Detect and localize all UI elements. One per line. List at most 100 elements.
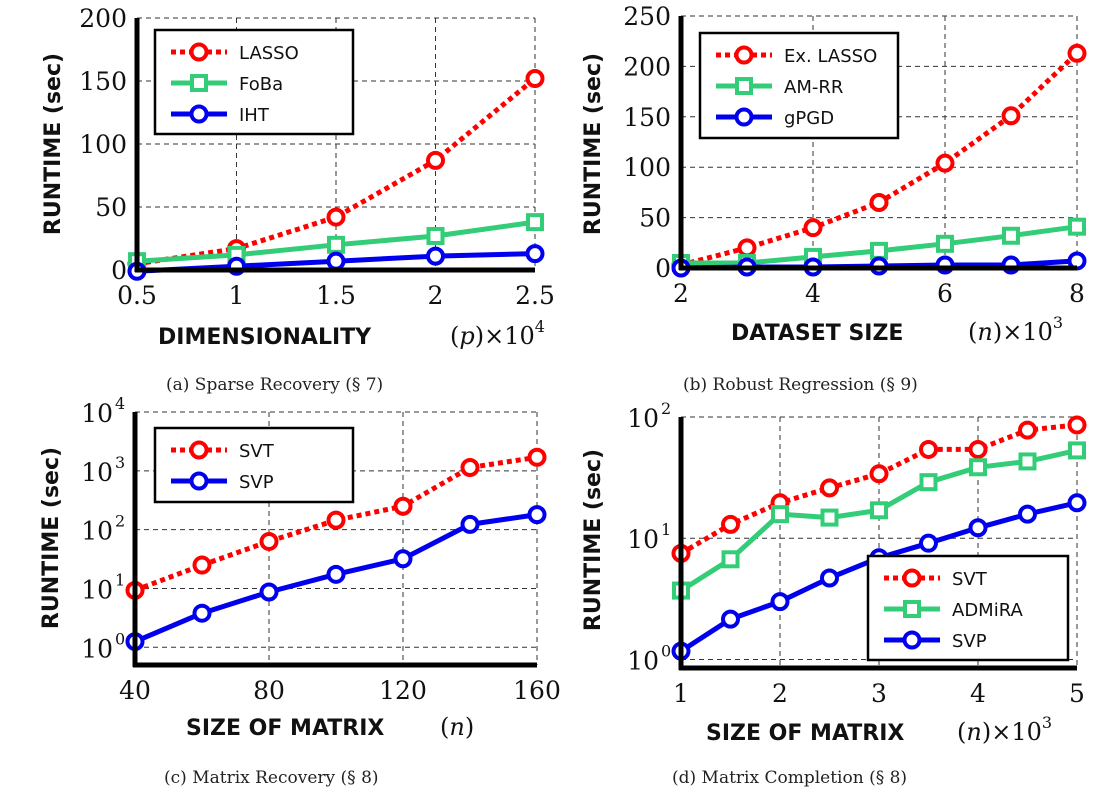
x-axis-math-paren: (	[957, 718, 966, 746]
legend-item: SVP	[884, 630, 987, 652]
legend-square-marker	[903, 600, 921, 618]
x-axis-math-multiplier: )×10	[982, 718, 1042, 746]
y-tick-label: 0	[111, 256, 127, 285]
data-point-square	[771, 505, 789, 524]
series-svt	[671, 415, 1087, 563]
y-tick-label: 10	[627, 404, 659, 433]
legend-circle-marker	[734, 107, 754, 127]
axes	[132, 412, 537, 668]
y-tick-label: 0	[655, 254, 671, 283]
x-axis-label: DIMENSIONALITY	[158, 325, 372, 350]
y-tick-label: 10	[81, 634, 113, 663]
data-point-square	[820, 508, 839, 527]
series-layer	[671, 415, 1087, 661]
data-point-circle	[527, 447, 547, 467]
legend-item: ADMiRA	[884, 600, 1023, 621]
legend-label: AM-RR	[784, 77, 843, 98]
data-point-square	[969, 458, 987, 477]
legend-square-marker	[735, 77, 753, 95]
legend-label: gPGD	[784, 108, 834, 129]
y-tick-label: 150	[79, 67, 127, 96]
legend-item: gPGD	[716, 107, 834, 129]
y-tick-label: 200	[623, 52, 671, 81]
data-point-circle	[820, 478, 839, 498]
y-axis-label: RUNTIME (sec)	[39, 447, 64, 629]
panel-sparse-recovery: 0.5 1 1.5 2 2.5 0 50 100 150 200 LASSO FoBa IHT RUN…	[41, 4, 555, 395]
data-point-circle	[192, 555, 212, 575]
x-axis-label: DATASET SIZE	[731, 321, 903, 346]
x-axis-math-variable: n	[449, 713, 464, 741]
data-point-circle	[259, 582, 279, 602]
legend: SVT ADMiRA SVP	[866, 554, 1070, 662]
y-tick-label: 250	[623, 2, 671, 31]
x-axis-math: (p)×104	[450, 317, 545, 350]
data-point-circle	[426, 150, 445, 170]
y-tick-exponent: 1	[115, 570, 125, 589]
legend-circle-marker	[734, 45, 754, 65]
series-line	[679, 422, 1078, 556]
y-tick-label: 200	[79, 4, 127, 33]
data-point-circle	[869, 192, 889, 212]
x-tick-label: 1	[673, 679, 689, 708]
series-svt	[125, 447, 547, 600]
legend-label: LASSO	[239, 43, 299, 64]
x-axis-math-multiplier: )×10	[993, 318, 1053, 346]
data-point-circle	[326, 510, 346, 530]
data-point-circle	[1018, 504, 1037, 524]
legend: LASSO FoBa IHT	[153, 28, 355, 136]
axes	[134, 18, 535, 273]
x-tick-label: 120	[379, 676, 427, 705]
x-tick-label: 0.5	[117, 281, 157, 310]
legend-label: SVP	[952, 631, 987, 652]
x-axis-math-variable: p	[459, 322, 474, 350]
legend-circle-marker	[189, 104, 209, 124]
x-tick-label: 1.5	[316, 281, 356, 310]
panel-caption: (d) Matrix Completion (§ 8)	[672, 768, 907, 788]
series-admira	[672, 441, 1086, 600]
x-axis-math-paren: (	[450, 322, 459, 350]
data-point-square	[1018, 452, 1037, 471]
x-tick-label: 6	[937, 279, 953, 308]
legend-circle-marker	[189, 42, 209, 62]
y-tick-label: 10	[81, 575, 113, 604]
y-tick-exponent: 2	[115, 512, 125, 531]
legend-item: SVT	[171, 440, 275, 462]
x-tick-label: 2	[772, 679, 788, 708]
data-point-square	[426, 226, 445, 245]
legend-item: LASSO	[171, 42, 299, 64]
y-tick-label: 10	[81, 517, 113, 546]
data-point-circle	[525, 244, 545, 264]
x-axis-label: SIZE OF MATRIX	[706, 721, 904, 746]
y-tick-exponent: 0	[661, 641, 671, 660]
legend-circle-marker	[189, 440, 209, 460]
data-point-circle	[869, 464, 889, 484]
data-point-circle	[326, 207, 346, 227]
data-point-circle	[326, 251, 346, 271]
panel-caption: (a) Sparse Recovery (§ 7)	[166, 375, 383, 395]
data-point-circle	[326, 564, 346, 584]
data-point-circle	[803, 218, 823, 238]
legend-label: ADMiRA	[952, 600, 1023, 621]
series-line	[136, 76, 537, 267]
y-axis-label: RUNTIME (sec)	[41, 53, 66, 235]
data-point-square	[919, 473, 938, 492]
legend-label: IHT	[239, 105, 270, 126]
data-point-square	[936, 234, 954, 253]
y-tick-label: 150	[623, 103, 671, 132]
data-point-circle	[919, 533, 938, 553]
data-point-circle	[525, 68, 545, 88]
legend-item: AM-RR	[716, 77, 843, 98]
x-tick-label: 160	[513, 676, 561, 705]
x-axis-math-variable: n	[966, 718, 981, 746]
y-tick-exponent: 0	[115, 629, 125, 648]
legend-circle-marker	[902, 568, 922, 588]
data-point-circle	[393, 549, 413, 569]
x-tick-label: 4	[805, 279, 821, 308]
data-point-square	[327, 235, 345, 254]
tick-labels: 2 4 6 8 0 50 100 150 200 250	[623, 2, 1085, 308]
x-tick-label: 2	[673, 279, 689, 308]
data-point-circle	[426, 246, 445, 266]
